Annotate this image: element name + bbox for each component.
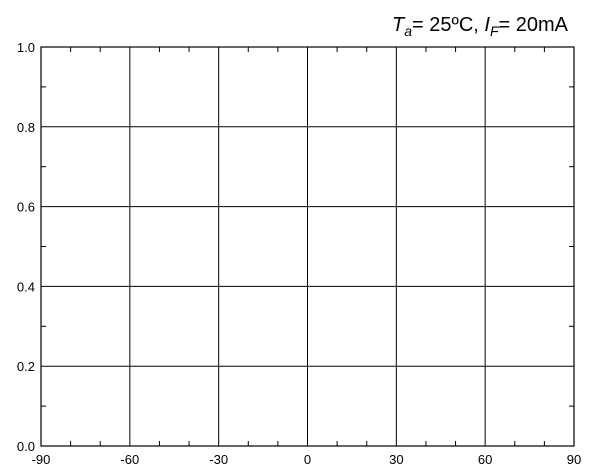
y-tick-label: 0.2 [17,359,35,374]
y-tick-label: 0.4 [17,279,35,294]
plot-frame [40,46,575,447]
plot-area: -90 -60 -30 0 30 60 90 0.0 0.2 0.4 0.6 0.8 1.0 [17,40,581,467]
annotation-part: T [392,14,406,36]
x-tick-label: -30 [209,452,228,467]
x-tick-label: 90 [567,452,581,467]
x-tick-label: 60 [478,452,492,467]
conditions-annotation: Ta= 25ºC, IF= 20mA [392,14,569,39]
y-tick-label: 0.8 [17,120,35,135]
y-tick-label: 0.6 [17,200,35,215]
y-tick-label: 1.0 [17,40,35,55]
x-tick-label: 0 [304,452,311,467]
annotation-part: F [490,23,500,39]
annotation-part: a [404,23,412,39]
x-tick-label: -60 [120,452,139,467]
annotation-part: = 25ºC, [412,14,484,36]
x-tick-label: -90 [32,452,51,467]
annotation-part: I [484,14,490,36]
annotation-part: = 20mA [499,14,569,36]
y-tick-label: 0.0 [17,439,35,454]
x-tick-label: 30 [389,452,403,467]
